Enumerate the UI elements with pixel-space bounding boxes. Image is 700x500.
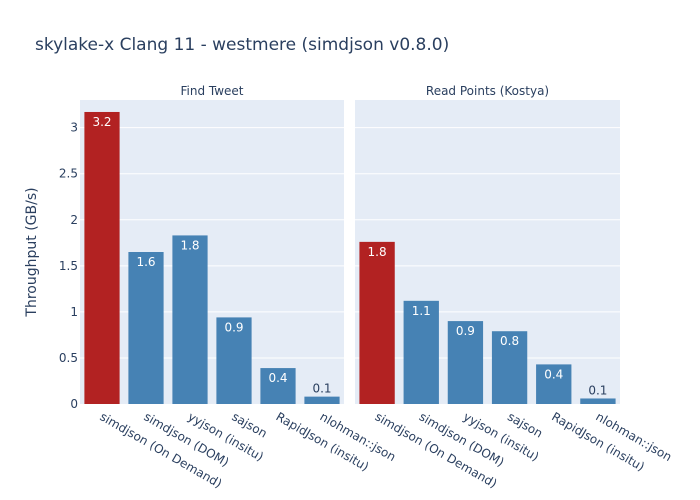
y-tick-label: 3 — [70, 121, 78, 135]
bar — [536, 364, 572, 404]
bar — [403, 300, 439, 404]
bar — [359, 241, 395, 404]
bar — [216, 317, 252, 404]
bar — [172, 235, 208, 404]
bar-value-label: 1.8 — [368, 245, 387, 259]
bar-value-label: 0.8 — [500, 334, 519, 348]
bar — [491, 331, 528, 404]
chart-title: skylake-x Clang 11 - westmere (simdjson … — [35, 35, 449, 55]
bar-value-label: 1.8 — [180, 238, 199, 252]
plot-area — [355, 100, 620, 404]
bar — [304, 396, 340, 404]
bar-value-label: 1.1 — [412, 304, 431, 318]
bar-value-label: 0.4 — [268, 371, 287, 385]
y-tick-label: 2.5 — [59, 167, 78, 181]
facet-title: Read Points (Kostya) — [426, 84, 549, 98]
bar-value-label: 1.6 — [136, 255, 155, 269]
bar — [447, 321, 484, 404]
bar-value-label: 3.2 — [92, 115, 111, 129]
bar-value-label: 0.1 — [312, 382, 331, 396]
bar — [128, 252, 164, 404]
plot-area — [80, 100, 344, 404]
bar-value-label: 0.9 — [224, 320, 243, 334]
y-tick-label: 1 — [70, 305, 78, 319]
y-tick-label: 1.5 — [59, 259, 78, 273]
bar — [84, 111, 120, 404]
y-tick-label: 0 — [70, 397, 78, 411]
bar — [260, 368, 296, 404]
y-tick-label: 2 — [70, 213, 78, 227]
bar-value-label: 0.9 — [456, 324, 475, 338]
y-axis-label: Throughput (GB/s) — [24, 187, 40, 317]
bar — [580, 398, 616, 404]
bar-value-label: 0.1 — [588, 383, 607, 397]
y-tick-label: 0.5 — [59, 351, 78, 365]
bar-value-label: 0.4 — [544, 367, 563, 381]
facet-title: Find Tweet — [180, 84, 243, 98]
